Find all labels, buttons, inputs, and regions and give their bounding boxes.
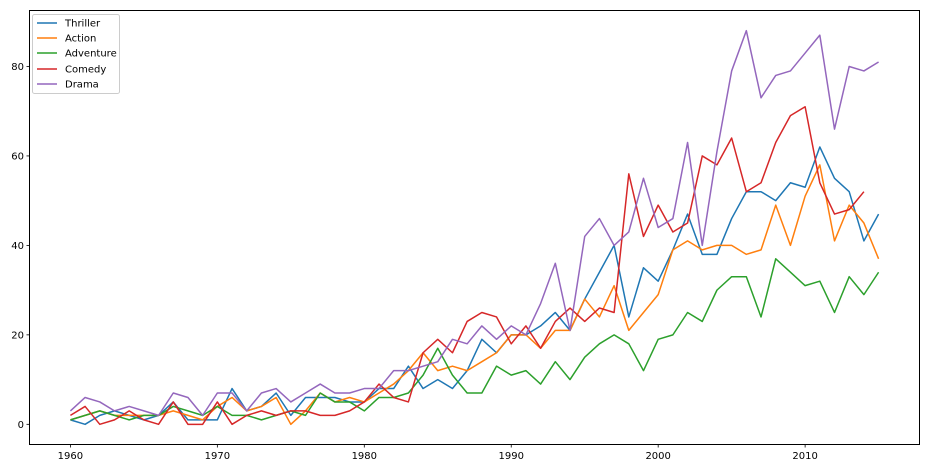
legend-label-action: Action — [65, 34, 96, 45]
legend-box — [32, 14, 120, 94]
y-axis: 0 20 40 60 80 — [11, 62, 30, 431]
x-axis: 1960 1970 1980 1990 2000 2010 — [58, 444, 818, 462]
series-line-comedy — [70, 105, 865, 426]
x-tick-label-2000: 2000 — [645, 451, 670, 462]
y-tick-label-0: 0 — [18, 420, 24, 431]
x-tick-label-1970: 1970 — [205, 451, 230, 462]
legend-label-adventure: Adventure — [65, 49, 117, 60]
series-line-drama — [69, 29, 879, 417]
y-tick-label-60: 60 — [11, 151, 24, 162]
x-tick-label-1990: 1990 — [499, 451, 524, 462]
legend-entry-drama[interactable]: Drama — [37, 80, 99, 91]
legend-label-thriller: Thriller — [64, 19, 101, 30]
legend-entry-thriller[interactable]: Thriller — [37, 19, 101, 30]
y-tick-label-80: 80 — [11, 62, 24, 73]
series-line-adventure — [70, 258, 880, 421]
series-line-action — [70, 164, 880, 426]
legend-entry-comedy[interactable]: Comedy — [37, 65, 106, 76]
y-tick-label-40: 40 — [11, 241, 24, 252]
y-tick-label-20: 20 — [11, 330, 24, 341]
legend-label-drama: Drama — [65, 80, 99, 91]
x-tick-label-1980: 1980 — [352, 451, 377, 462]
legend-entry-action[interactable]: Action — [37, 34, 96, 45]
x-tick-label-2010: 2010 — [792, 451, 817, 462]
plot-frame — [29, 10, 920, 445]
x-tick-label-1960: 1960 — [58, 451, 83, 462]
legend-label-comedy: Comedy — [65, 65, 106, 76]
legend: Thriller Action Adventure Comedy Drama — [32, 14, 120, 94]
legend-entry-adventure[interactable]: Adventure — [37, 49, 117, 60]
series-layer — [69, 29, 880, 426]
